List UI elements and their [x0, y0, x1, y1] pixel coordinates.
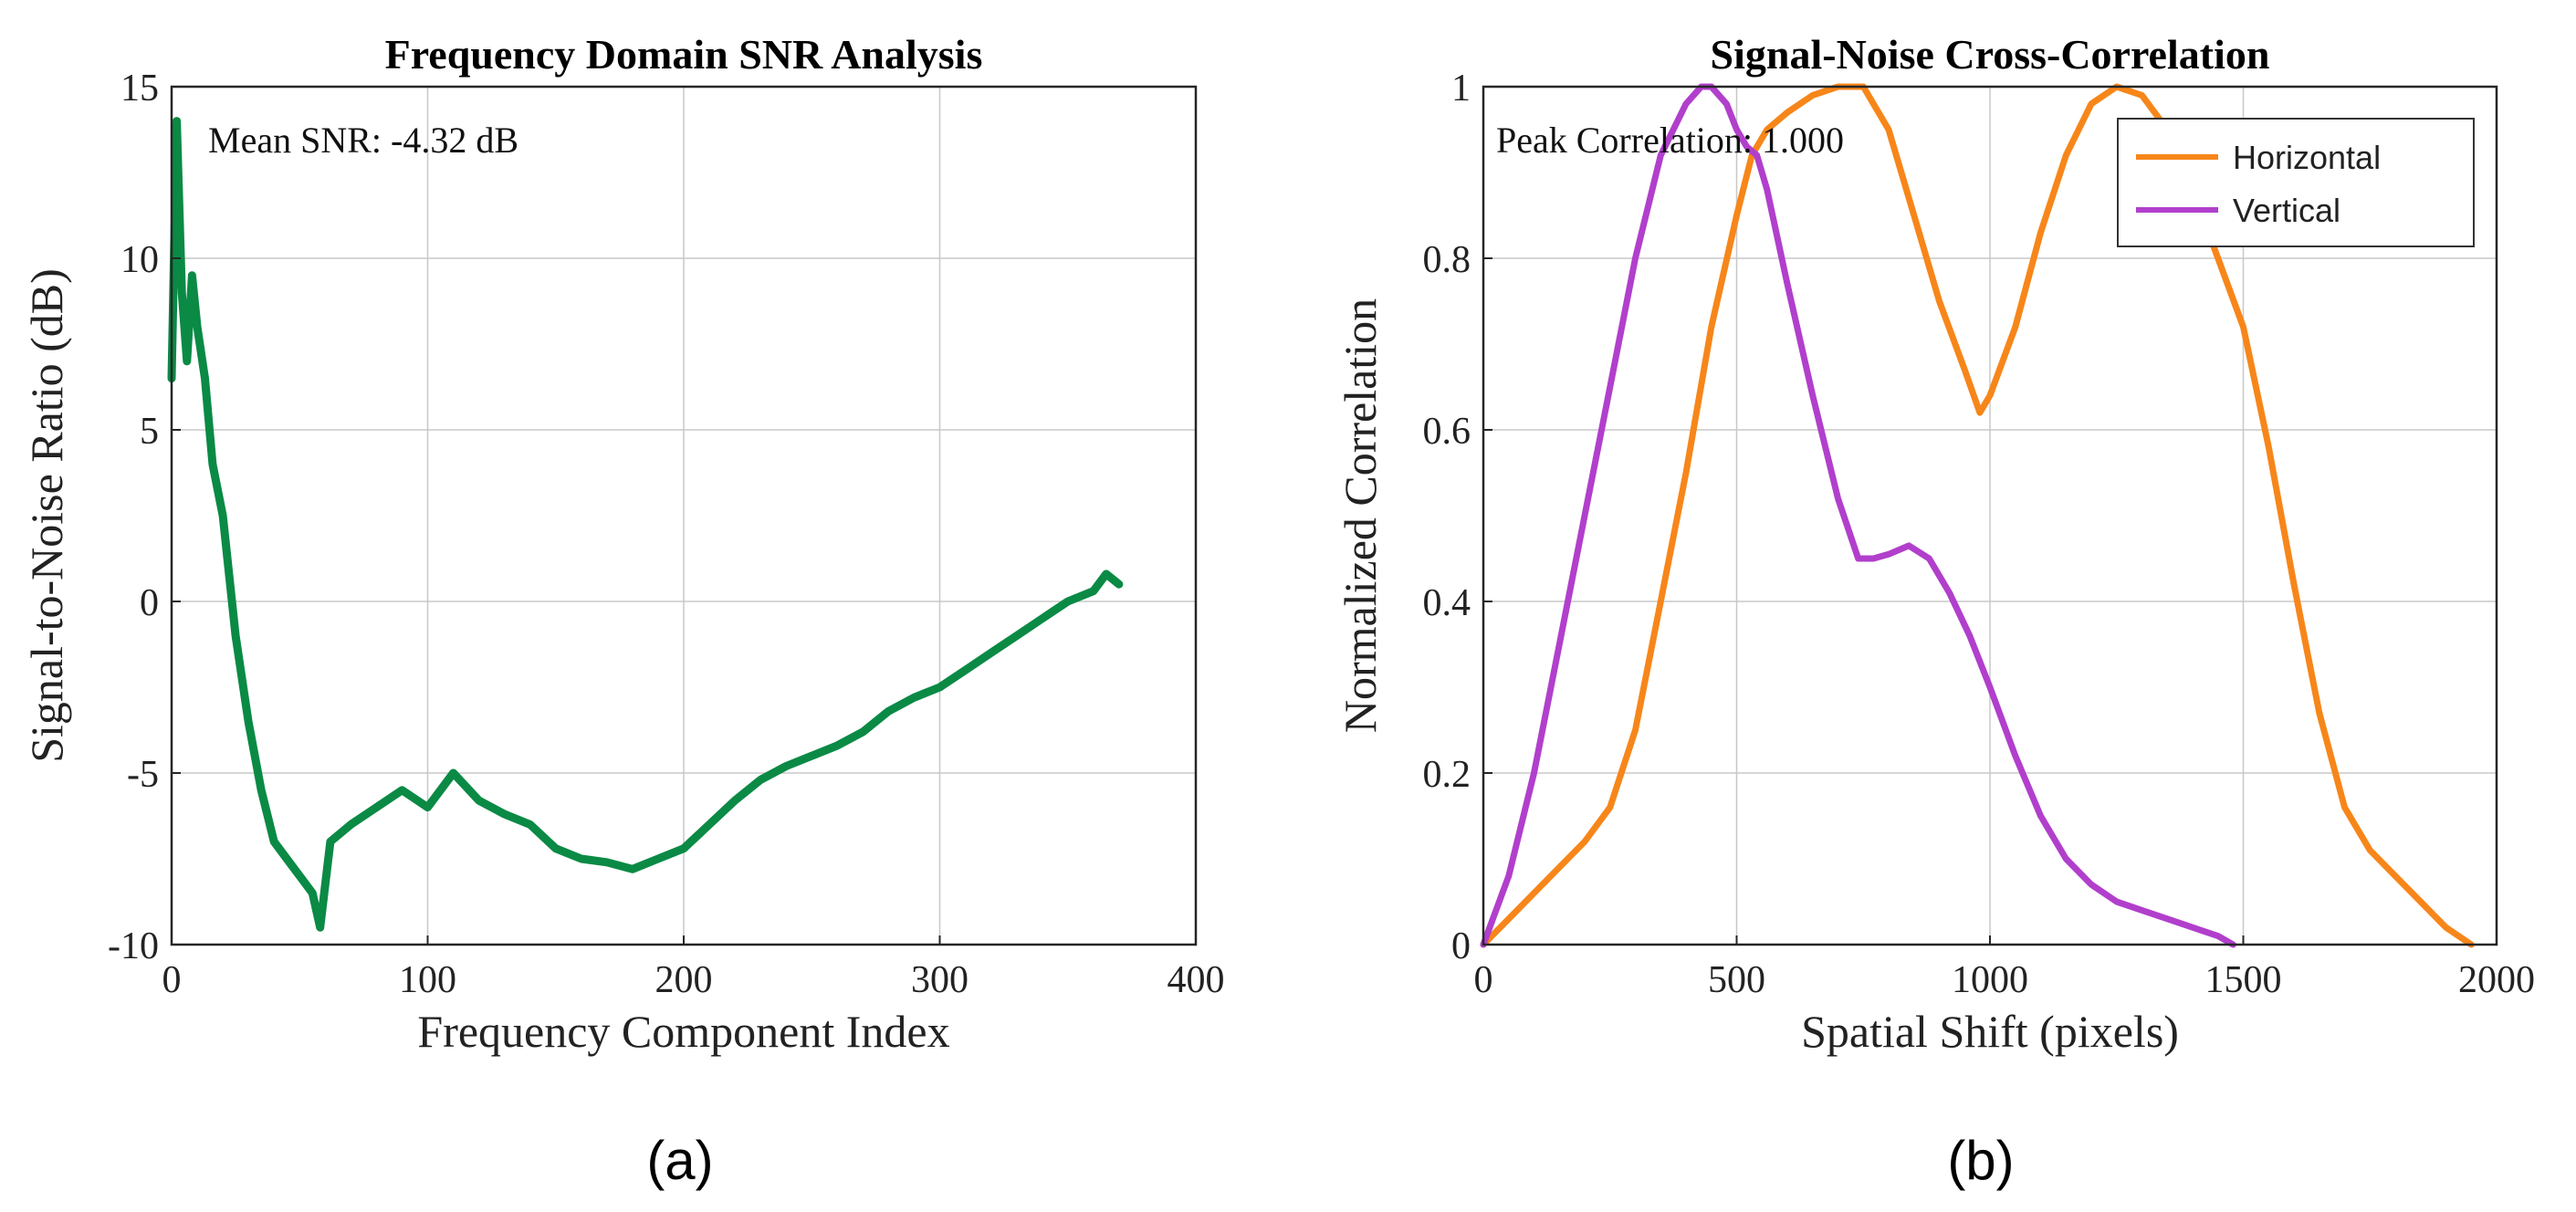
chart-b-y-axis-label: Normalized Correlation	[1335, 298, 1386, 733]
chart-a-series	[167, 117, 1124, 932]
b-series-vertical-line	[1480, 83, 2236, 948]
chart-b-x-axis-label: Spatial Shift (pixels)	[1801, 1006, 2179, 1057]
a-x-tick-label: 200	[655, 959, 713, 1001]
b-y-tick-label: 1	[1451, 68, 1471, 110]
b-y-tick-label: 0.4	[1423, 582, 1471, 624]
b-x-tick-label: 500	[1708, 959, 1765, 1001]
a-y-tick-label: 0	[140, 582, 159, 624]
caption-b: (b)	[1947, 1130, 2014, 1191]
a-x-tick-label: 400	[1168, 959, 1225, 1001]
a-y-tick-label: 5	[140, 411, 159, 453]
b-y-tick-label: 0.8	[1423, 239, 1471, 281]
caption-a: (a)	[646, 1130, 713, 1191]
a-x-tick-label: 0	[162, 959, 182, 1001]
chart-a-x-ticks: 0 100 200 300 400	[162, 935, 1225, 1001]
chart-a-y-axis-label: Signal-to-Noise Ratio (dB)	[21, 268, 72, 763]
chart-a: 0 100 200 300 400 -10 -5 0 5 10 15 Frequency Doma…	[21, 31, 1225, 1191]
a-y-tick-label: 15	[120, 68, 159, 110]
b-x-tick-label: 1500	[2205, 959, 2282, 1001]
chart-a-grid	[172, 87, 1196, 945]
chart-a-y-ticks: -10 -5 0 5 10 15	[108, 68, 181, 967]
b-x-tick-label: 0	[1474, 959, 1493, 1001]
b-y-tick-label: 0	[1451, 925, 1471, 967]
a-x-tick-label: 100	[399, 959, 456, 1001]
b-x-tick-label: 2000	[2458, 959, 2535, 1001]
chart-b-annotation: Peak Correlation: 1.000	[1496, 120, 1844, 161]
chart-b-legend: Horizontal Vertical	[2117, 118, 2475, 247]
chart-a-x-axis-label: Frequency Component Index	[417, 1006, 949, 1057]
legend-label-vertical: Vertical	[2233, 192, 2340, 229]
chart-a-title: Frequency Domain SNR Analysis	[385, 31, 983, 78]
b-y-tick-label: 0.2	[1423, 754, 1471, 796]
a-series-snr-line	[167, 117, 1124, 932]
chart-a-annotation: Mean SNR: -4.32 dB	[208, 120, 518, 161]
chart-b-series	[1480, 83, 2475, 948]
chart-b-x-ticks: 0 500 1000 1500 2000	[1474, 935, 2535, 1001]
b-y-tick-label: 0.6	[1423, 411, 1471, 453]
a-x-tick-label: 300	[911, 959, 969, 1001]
b-x-tick-label: 1000	[1952, 959, 2028, 1001]
a-y-tick-label: -5	[127, 754, 159, 796]
chart-b-y-ticks: 0 0.2 0.4 0.6 0.8 1	[1423, 68, 1492, 967]
chart-b: 0 500 1000 1500 2000 0 0.2 0.4 0.6 0.8 1 Signal-N…	[1335, 31, 2535, 1191]
chart-b-title: Signal-Noise Cross-Correlation	[1711, 31, 2270, 78]
chart-b-grid	[1483, 87, 2497, 945]
a-y-tick-label: 10	[120, 239, 159, 281]
a-y-tick-label: -10	[108, 925, 159, 967]
legend-label-horizontal: Horizontal	[2233, 139, 2381, 176]
b-series-horizontal-line	[1480, 83, 2475, 948]
legend-box	[2117, 118, 2475, 247]
